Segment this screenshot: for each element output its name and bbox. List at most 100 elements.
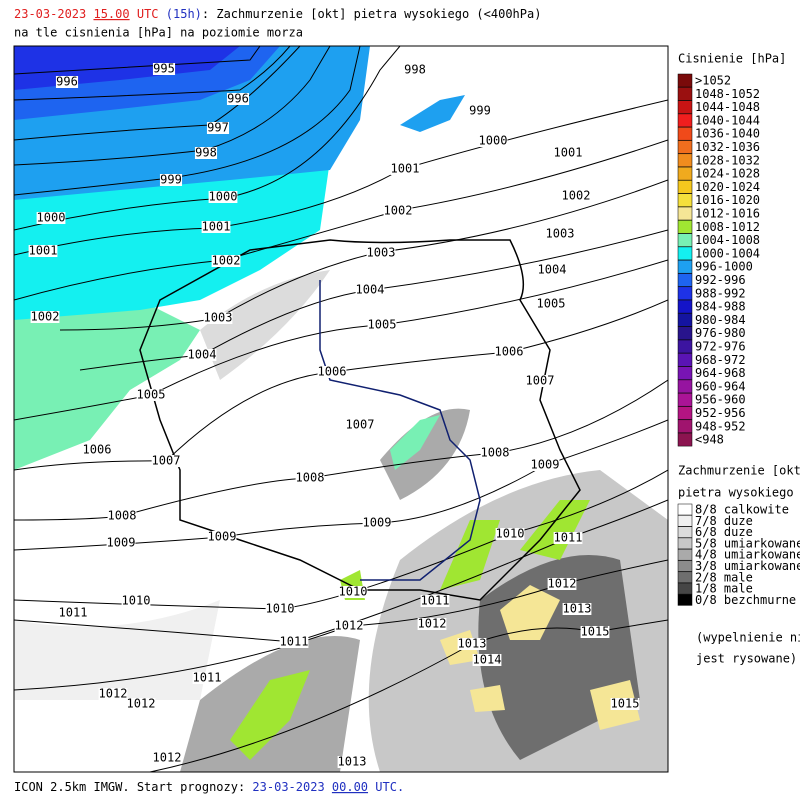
isobar-label: 1001 — [554, 146, 583, 160]
legend-label: 8/8 calkowite — [695, 503, 789, 517]
isobar-labels: 995 996 996 997 998 999 1000 1000 1001 1001 1002 10… — [29, 62, 640, 769]
legend-swatch — [677, 379, 693, 394]
legend-swatch — [677, 113, 693, 128]
isobar-label-bg — [334, 620, 364, 632]
legend-swatch — [677, 100, 693, 114]
isobar-label-bg — [265, 603, 295, 615]
legend-label: 5/8 umiarkowane — [695, 536, 800, 550]
isobar-label: 1005 — [537, 297, 566, 311]
legend-label: 968-972 — [695, 353, 746, 367]
isobar-label: 998 — [404, 63, 426, 77]
band-1004 — [14, 300, 200, 470]
isobar-label-bg — [383, 205, 413, 217]
isobar-label: 1003 — [367, 246, 396, 260]
isobar-label-bg — [390, 163, 420, 175]
isobar-label-bg — [98, 688, 128, 700]
isobar-label-bg — [553, 147, 583, 159]
isobar-label: 1013 — [563, 602, 592, 616]
isobar-label-bg — [478, 135, 508, 147]
legend-swatch — [677, 273, 693, 287]
legend-label: 0/8 bezchmurne — [695, 593, 796, 607]
legend-swatch — [677, 326, 693, 340]
isobar-label-bg — [610, 698, 640, 710]
legend-label: 956-960 — [695, 393, 746, 407]
isobar-label-bg — [561, 190, 591, 202]
legend-label: 1048-1052 — [695, 87, 760, 101]
legend-label: 992-996 — [695, 273, 746, 287]
isobar-label-bg — [366, 247, 396, 259]
legend-swatch — [677, 126, 693, 141]
isobar-label-bg — [152, 63, 176, 75]
legend-label: 1000-1004 — [695, 246, 760, 260]
isobar-label-bg — [203, 312, 233, 324]
isobar-label-bg — [547, 578, 577, 590]
isobar-label: 1000 — [209, 190, 238, 204]
isobar-label-bg — [337, 756, 367, 768]
legend-swatch — [677, 339, 693, 354]
cloud — [14, 600, 220, 700]
legend-label: 1044-1048 — [695, 100, 760, 114]
isobar-label-bg — [194, 147, 218, 159]
legend-label: 948-952 — [695, 419, 746, 433]
isobar-label-bg — [545, 228, 575, 240]
isobar-label-bg — [338, 586, 368, 598]
isobar-label-bg — [30, 311, 60, 323]
isobar-label: 1012 — [99, 687, 128, 701]
isobar-label: 1004 — [356, 283, 385, 297]
isobar-label-bg — [403, 64, 427, 76]
isobar-label: 1004 — [188, 348, 217, 362]
isobar-label-bg — [208, 191, 238, 203]
legend-label: 996-1000 — [695, 260, 753, 274]
map — [13, 45, 669, 773]
isobar-label: 1000 — [37, 211, 66, 225]
isobar-label: 1002 — [384, 204, 413, 218]
subtitle: na tle cisnienia [hPa] na poziomie morza — [14, 26, 303, 40]
isobar-label: 1004 — [538, 263, 567, 277]
isobar-label-bg — [362, 517, 392, 529]
isobar-label-bg — [126, 698, 156, 710]
isobar-label: 1009 — [107, 536, 136, 550]
cloud-legend: Zachmurzenie [okt] pietra wysokiego (wyp… — [677, 464, 800, 666]
legend-swatch — [677, 537, 693, 550]
legend-swatch — [677, 526, 693, 538]
isobar-label: 1010 — [122, 594, 151, 608]
legend-swatch — [677, 366, 693, 380]
isobar-label-bg — [28, 245, 58, 257]
legend-swatch — [677, 87, 693, 101]
legend-swatch — [677, 299, 693, 314]
legend-label: 1036-1040 — [695, 127, 760, 141]
isobar-label-bg — [468, 105, 492, 117]
isobar-label: 1009 — [208, 530, 237, 544]
legend-note: jest rysowane) — [696, 652, 797, 666]
start-utc: UTC. — [375, 780, 404, 794]
isobar-label: 1003 — [204, 311, 233, 325]
isobar-label: 1011 — [554, 531, 583, 545]
legend-swatch — [677, 406, 693, 420]
isobar-label-bg — [279, 636, 309, 648]
legend-swatch — [677, 571, 693, 584]
isobar-label: 1011 — [280, 635, 309, 649]
isobar-label: 1002 — [212, 254, 241, 268]
legend-label: 7/8 duze — [695, 514, 753, 528]
isobar-label: 1010 — [496, 527, 525, 541]
legend-swatch — [677, 353, 693, 367]
legend-title: pietra wysokiego — [678, 486, 794, 500]
legend-swatch — [677, 259, 693, 274]
isobar-label-bg — [187, 349, 217, 361]
legend-title: Cisnienie [hPa] — [678, 52, 786, 66]
legend-label: 1040-1044 — [695, 113, 760, 127]
legend-swatch — [677, 73, 693, 88]
lead-time: (15h) — [166, 7, 202, 21]
isobar-label: 1008 — [481, 446, 510, 460]
isobar-label: 1010 — [266, 602, 295, 616]
legend-label: 1012-1016 — [695, 207, 760, 221]
isobar-label: 1012 — [127, 697, 156, 711]
legend-label: 988-992 — [695, 286, 746, 300]
run-hour: 15.00 — [93, 7, 129, 21]
isobar-label: 1015 — [611, 697, 640, 711]
pressure-legend: Cisnienie [hPa] >10521048-10521044-10481… — [677, 52, 786, 447]
legend-title: Zachmurzenie [okt] — [678, 464, 800, 478]
legend-swatch — [677, 166, 693, 181]
isobar-label-bg — [553, 532, 583, 544]
